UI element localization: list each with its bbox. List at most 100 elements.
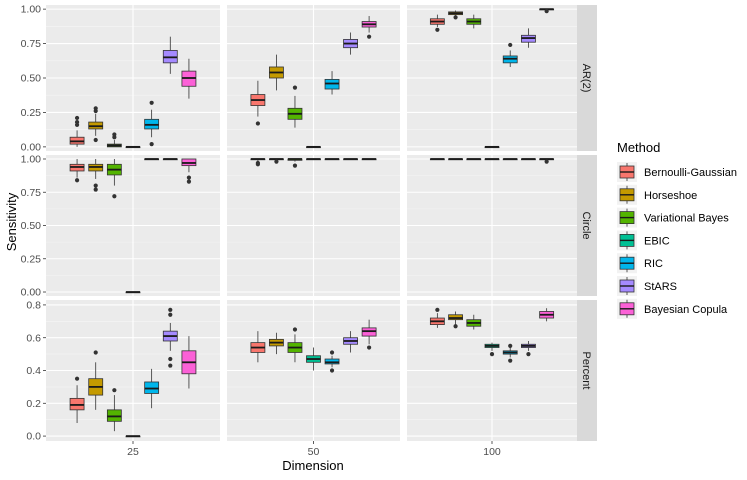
panel-circle-50 [227,155,400,296]
box-ric [324,350,340,373]
legend-item-ric: RIC [617,253,663,274]
legend-item-variational-bayes: Variational Bayes [617,207,729,228]
outlier-point [508,343,513,349]
box-ebic [125,435,141,438]
box-ric [324,158,340,161]
box-ric [502,158,518,161]
legend-label: EBIC [644,235,670,247]
outlier-point [292,85,298,90]
outlier-point [435,27,440,32]
box-stars [343,32,358,55]
outlier-point [255,162,260,167]
outlier-point [168,363,173,368]
panel-circle-100 [407,155,577,296]
outlier-point [292,163,298,168]
outlier-point [74,376,80,381]
box-horseshoe [269,54,284,91]
panel-percent-25 [46,300,220,441]
legend-item-ebic: EBIC [617,230,670,251]
outlier-point [508,42,513,48]
outlier-point [93,187,98,192]
strip-bg-ar-2 [577,5,597,151]
panel-ar-2-50 [227,5,400,151]
legend-title: Method [617,140,660,155]
outlier-point [274,159,279,164]
outlier-point [292,327,298,332]
y-tick-label: 0.50 [21,73,42,85]
box-bayesian-copula [361,16,377,39]
box-stars [343,331,358,353]
panel-layer [46,5,577,441]
box-bernoulli-gaussian [429,158,445,161]
box-ric [144,100,160,147]
y-tick-label: 0.00 [21,287,42,299]
box-horseshoe [448,311,463,329]
box-stars [162,36,178,74]
box-ebic [306,158,321,161]
outlier-point [435,307,440,312]
y-tick-label: 0.8 [26,300,41,312]
box-ebic [484,158,500,161]
legend-label: Variational Bayes [644,213,729,225]
y-axis-title: Sensitivity [4,192,19,251]
outlier-point [74,115,80,121]
x-tick-labels: 25 50 100 [127,441,501,458]
outlier-point [93,183,98,188]
box-ebic [306,145,321,149]
y-tick-label: 0.0 [26,431,41,443]
box-ebic [306,347,321,371]
outlier-point [93,137,98,143]
box-bernoulli-gaussian [250,80,266,126]
box-bayesian-copula [539,158,555,164]
outlier-point [186,179,192,184]
row-strips: AR(2) Circle Percent [577,5,597,441]
box-variational-bayes [106,132,122,148]
box-ebic [125,145,141,149]
outlier-point [93,106,98,111]
strip-label-ar-2: AR(2) [580,64,592,93]
legend-item-stars: StARS [617,276,677,296]
box-variational-bayes [106,158,122,199]
y-tick-labels: 0.000.250.500.751.000.000.250.500.751.00… [21,4,46,443]
outlier-point [489,352,495,357]
outlier-point [508,358,513,363]
outlier-point [168,356,173,362]
y-tick-label: 0.25 [21,253,42,265]
outlier-point [255,121,260,126]
legend-items: Bernoulli-Gaussian Horseshoe Variational B… [617,162,737,319]
box-bernoulli-gaussian [69,376,85,423]
box-ric [144,368,160,409]
outlier-point [544,9,549,14]
box-variational-bayes [287,85,303,128]
outlier-point [329,368,335,373]
outlier-point [453,15,458,20]
outlier-point [168,312,173,317]
y-tick-label: 0.6 [26,332,41,344]
panel-percent-100 [407,300,577,441]
box-bernoulli-gaussian [250,331,266,363]
panel-ar-2-100 [407,5,577,151]
box-horseshoe [448,10,463,20]
box-variational-bayes [106,388,122,432]
outlier-point [74,178,80,183]
box-bernoulli-gaussian [429,307,445,328]
legend: Method Bernoulli-Gaussian Horseshoe Variat… [617,140,737,319]
box-stars [521,340,536,357]
y-tick-label: 0.00 [21,141,42,153]
y-tick-label: 0.50 [21,220,42,232]
legend-label: StARS [644,281,677,293]
legend-label: RIC [644,258,663,270]
box-ric [324,71,340,95]
box-ric [144,158,160,161]
outlier-point [367,345,372,350]
y-tick-label: 0.75 [21,38,42,50]
outlier-point [453,324,458,329]
legend-label: Bayesian Copula [644,304,728,316]
outlier-point [526,352,531,357]
box-ebic [484,342,500,357]
y-tick-label: 1.00 [21,154,42,166]
outlier-point [149,100,154,105]
outlier-point [367,34,372,39]
outlier-point [149,142,154,147]
